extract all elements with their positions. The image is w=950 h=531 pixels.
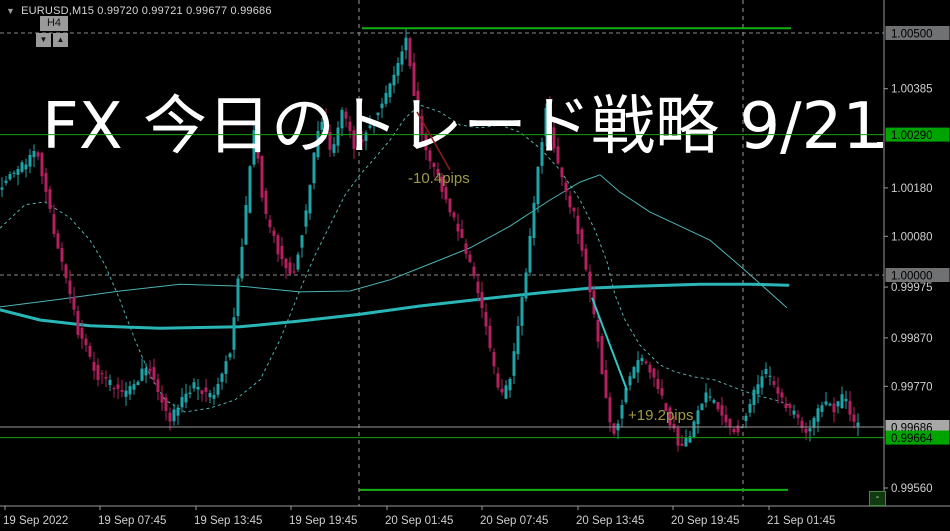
time-tick-label: 20 Sep 01:45 — [385, 515, 453, 527]
price-tick-label: 1.00080 — [891, 231, 933, 243]
symbol-dropdown-icon[interactable]: ▼ — [6, 6, 16, 16]
price-badge-label: 1.00000 — [891, 271, 933, 283]
price-tick-label: 1.00385 — [891, 84, 933, 96]
time-tick-label: 19 Sep 13:45 — [194, 515, 262, 527]
dashed-price-levels[interactable] — [0, 32, 884, 276]
timeframe-button-h4[interactable]: H4 — [40, 16, 68, 31]
title-overlay: FX 今日のトレード戦略 9/21 — [42, 90, 883, 164]
trade-pips-label: -10.4pips — [408, 170, 470, 187]
timeframe-down-button[interactable]: ▼ — [36, 33, 51, 47]
price-tick-label: 0.99870 — [891, 333, 933, 345]
time-tick-label: 20 Sep 19:45 — [671, 515, 739, 527]
price-tick-label: 0.99975 — [891, 282, 933, 294]
ma-fast-dashed-line — [0, 104, 791, 413]
time-tick-label: 19 Sep 19:45 — [289, 515, 357, 527]
price-tick-label: 1.00180 — [891, 183, 933, 195]
price-badge — [885, 268, 950, 282]
price-badge-label: 1.00500 — [891, 29, 933, 41]
time-tick-label: 19 Sep 07:45 — [98, 515, 166, 527]
trade-pips-label: +19.2pips — [628, 407, 693, 424]
ma-slow-thick-line — [0, 282, 790, 330]
time-axis[interactable]: 19 Sep 2022 19 Sep 07:45 19 Sep 13:45 19 Se… — [3, 506, 835, 527]
time-tick-label: 20 Sep 07:45 — [480, 515, 548, 527]
symbol-info: ▼ EURUSD,M15 0.99720 0.99721 0.99677 0.9… — [6, 5, 272, 17]
indicator-minimize-button[interactable]: - — [869, 491, 886, 506]
price-badge-label: 0.99664 — [891, 433, 933, 445]
price-axis[interactable]: 1.00385 1.00180 1.00080 0.99975 0.99870 0.997… — [884, 26, 950, 495]
timeframe-up-button[interactable]: ▲ — [53, 33, 68, 47]
price-tick-label: 0.99770 — [891, 381, 933, 393]
candlesticks — [0, 28, 860, 452]
time-tick-label: 20 Sep 13:45 — [576, 515, 644, 527]
time-tick-label: 21 Sep 01:45 — [767, 515, 835, 527]
losing-trade-line — [416, 111, 451, 171]
price-badge — [885, 127, 950, 142]
time-tick-label: 19 Sep 2022 — [3, 515, 68, 527]
trade-lines[interactable]: -10.4pips +19.2pips — [408, 111, 693, 424]
horizontal-price-lines[interactable] — [0, 27, 884, 491]
price-badge — [885, 26, 950, 40]
line-anchor-marker[interactable] — [877, 142, 883, 148]
price-badge — [885, 430, 950, 445]
timeframe-panel: H4 ▼ ▲ — [36, 16, 82, 47]
day-separator-lines — [358, 0, 744, 506]
winning-trade-line — [591, 297, 628, 391]
symbol-ohlc-text: EURUSD,M15 0.99720 0.99721 0.99677 0.996… — [21, 5, 272, 17]
price-badge-label: 1.00290 — [891, 130, 933, 142]
price-badge — [885, 420, 950, 434]
price-tick-label: 0.99560 — [891, 483, 933, 495]
ma-medium-line — [0, 174, 788, 309]
moving-average-lines — [0, 104, 791, 413]
